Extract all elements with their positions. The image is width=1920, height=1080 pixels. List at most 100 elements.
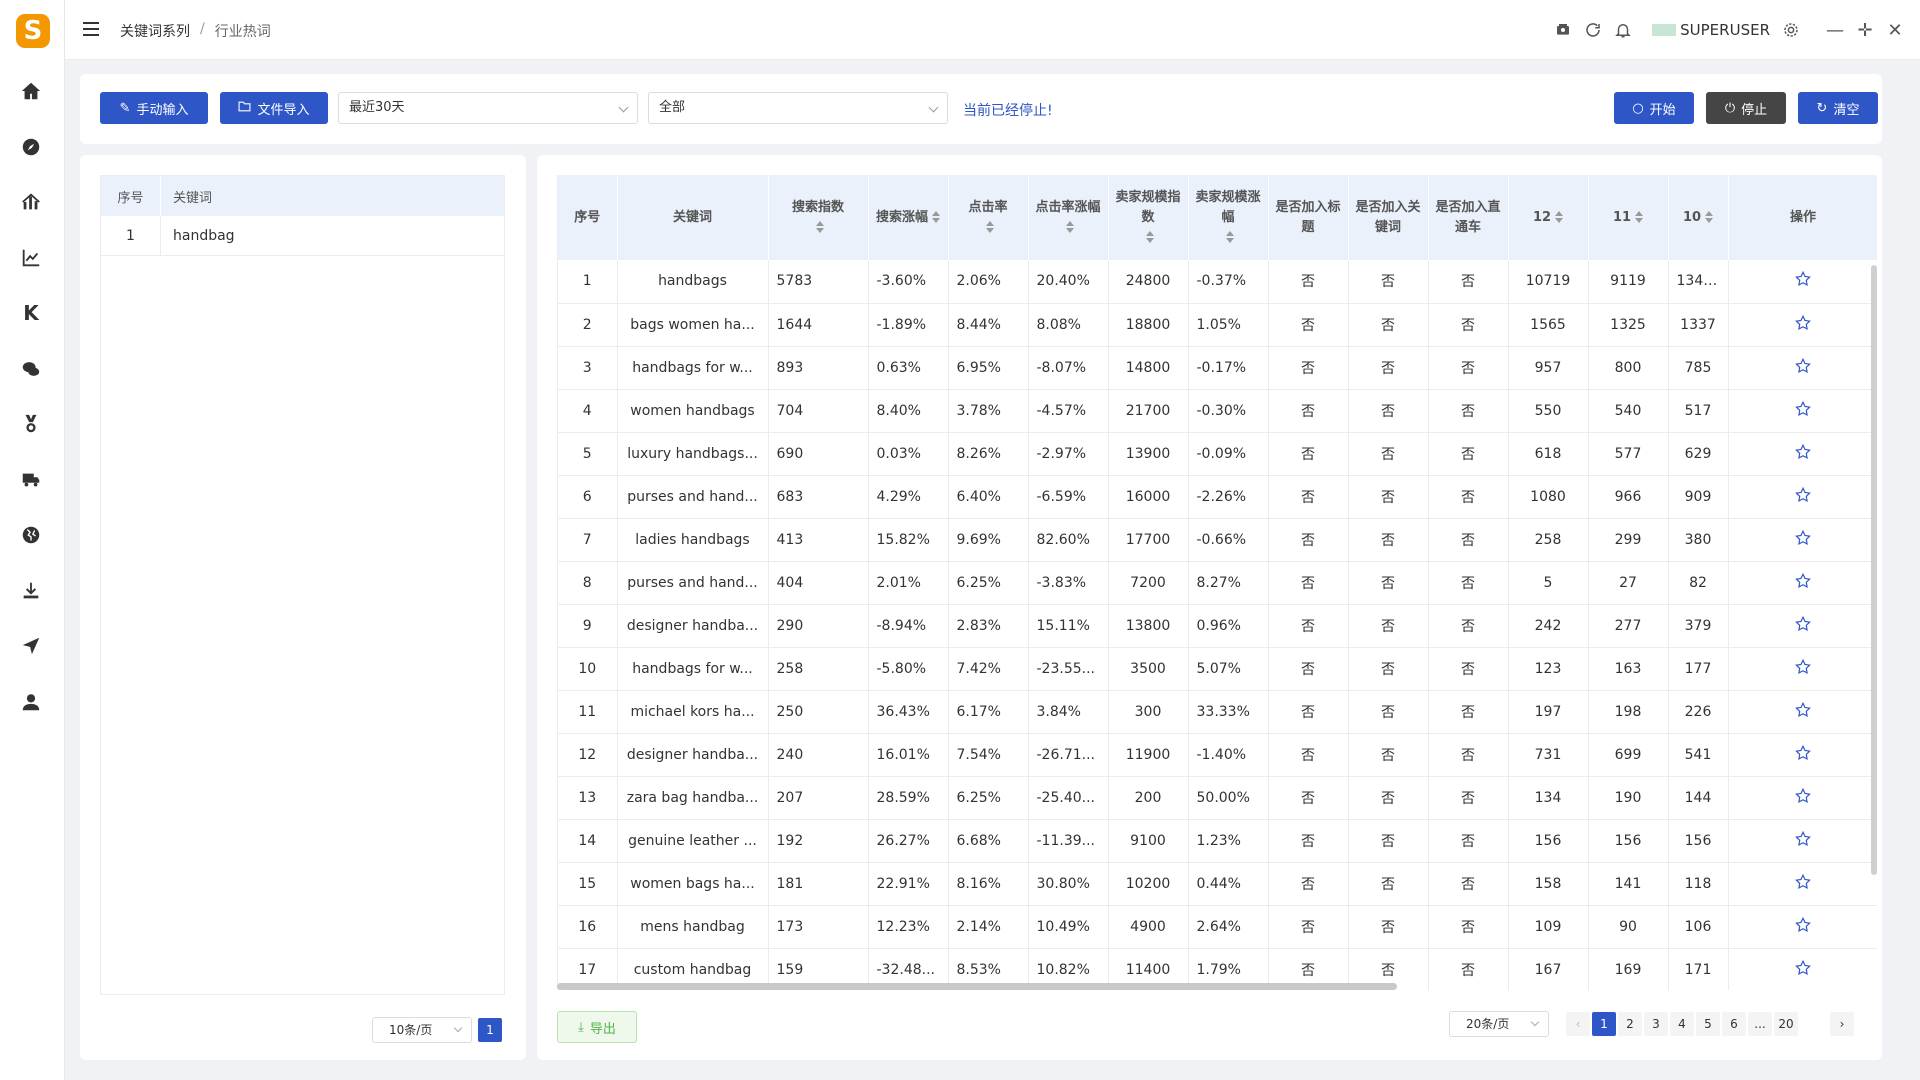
table-row[interactable]: 9 designer handba... 290 -8.94% 2.83% 15.11% 1… [558,604,1877,648]
results-page-size-select[interactable]: 20条/页 [1449,1011,1549,1037]
manual-input-button[interactable]: ✎ 手动输入 [100,92,208,124]
compass-icon[interactable] [16,132,46,162]
page-button[interactable]: 4 [1670,1012,1694,1036]
app-logo[interactable]: S [16,14,50,48]
send-icon[interactable] [16,631,46,661]
prev-page-button[interactable]: ‹ [1566,1012,1590,1036]
clear-button[interactable]: ↻ 清空 [1798,92,1878,124]
export-button[interactable]: ⤓ 导出 [557,1011,637,1043]
refresh-icon[interactable] [1578,15,1608,45]
col-ctr[interactable]: 点击率 [948,175,1029,260]
bell-icon[interactable] [1608,15,1638,45]
table-row[interactable]: 10 handbags for w... 258 -5.80% 7.42% -23.55.… [558,647,1877,691]
close-icon[interactable]: ✕ [1887,19,1903,41]
page-button[interactable]: 6 [1722,1012,1746,1036]
favorite-star-icon[interactable] [1728,432,1877,476]
sidebar: S K [0,0,65,1080]
col-search-index[interactable]: 搜索指数 [768,175,869,260]
table-row[interactable]: 3 handbags for w... 893 0.63% 6.95% -8.07% 148… [558,346,1877,390]
favorite-star-icon[interactable] [1728,475,1877,519]
favorite-star-icon[interactable] [1728,260,1877,304]
col-month-11[interactable]: 11 [1588,175,1669,260]
favorite-star-icon[interactable] [1728,733,1877,777]
table-row[interactable]: 7 ladies handbags 413 15.82% 9.69% 82.60% 1770… [558,518,1877,562]
col-ctr-growth[interactable]: 点击率涨幅 [1028,175,1109,260]
cell-in-title: 否 [1268,905,1349,949]
table-row[interactable]: 11 michael kors ha... 250 36.43% 6.17% 3.84% 3… [558,690,1877,734]
favorite-star-icon[interactable] [1728,776,1877,820]
favorite-star-icon[interactable] [1728,647,1877,691]
cell-month-10: 380 [1668,518,1729,562]
table-row[interactable]: 8 purses and hand... 404 2.01% 6.25% -3.83% 72… [558,561,1877,605]
table-row[interactable]: 15 women bags ha... 181 22.91% 8.16% 30.80% 10… [558,862,1877,906]
table-row[interactable]: 6 purses and hand... 683 4.29% 6.40% -6.59% 16… [558,475,1877,519]
table-row[interactable]: 16 mens handbag 173 12.23% 2.14% 10.49% 4900 2.… [558,905,1877,949]
page-button[interactable]: 2 [1618,1012,1642,1036]
favorite-star-icon[interactable] [1728,604,1877,648]
favorite-star-icon[interactable] [1728,905,1877,949]
cell-in-title: 否 [1268,862,1349,906]
scope-select[interactable]: 全部 [648,92,948,124]
globe-icon[interactable] [16,520,46,550]
cell-seller-growth: 33.33% [1188,690,1269,734]
table-row[interactable]: 1 handbags 5783 -3.60% 2.06% 20.40% 24800 -0.37… [558,260,1877,304]
menu-toggle-icon[interactable] [81,18,105,42]
line-chart-icon[interactable] [16,243,46,273]
table-row[interactable]: 5 luxury handbags... 690 0.03% 8.26% -2.97% 13… [558,432,1877,476]
col-seller-growth[interactable]: 卖家规模涨幅 [1188,175,1269,260]
file-import-button[interactable]: 文件导入 [220,92,328,124]
cell-in-keyword: 否 [1348,604,1429,648]
move-icon[interactable]: ✛ [1857,19,1873,41]
next-page-button[interactable]: › [1830,1012,1854,1036]
horizontal-scrollbar[interactable] [557,983,1397,990]
favorite-star-icon[interactable] [1728,561,1877,605]
seed-page-1[interactable]: 1 [478,1018,502,1042]
screenshot-icon[interactable] [1548,15,1578,45]
col-search-growth[interactable]: 搜索涨幅 [868,175,949,260]
page-button[interactable]: 3 [1644,1012,1668,1036]
seed-page-size-select[interactable]: 10条/页 [372,1017,472,1043]
favorite-star-icon[interactable] [1728,690,1877,734]
page-button[interactable]: 5 [1696,1012,1720,1036]
favorite-star-icon[interactable] [1728,389,1877,433]
page-button[interactable]: 20 [1774,1012,1798,1036]
page-ellipsis[interactable]: ... [1748,1012,1772,1036]
chat-icon[interactable] [16,354,46,384]
favorite-star-icon[interactable] [1728,862,1877,906]
cell-month-10: 171 [1668,948,1729,990]
favorite-star-icon[interactable] [1728,819,1877,863]
download-icon[interactable] [16,576,46,606]
favorite-star-icon[interactable] [1728,948,1877,990]
table-row[interactable]: 4 women handbags 704 8.40% 3.78% -4.57% 21700-… [558,389,1877,433]
medal-icon[interactable] [16,409,46,439]
page-button[interactable]: 1 [1592,1012,1616,1036]
start-button[interactable]: ○ 开始 [1614,92,1694,124]
table-row[interactable]: 1 handbag [101,216,504,256]
col-month-12[interactable]: 12 [1508,175,1589,260]
home-icon[interactable] [16,76,46,106]
avatar[interactable] [1652,24,1677,36]
favorite-star-icon[interactable] [1728,518,1877,562]
favorite-star-icon[interactable] [1728,303,1877,347]
truck-icon[interactable] [16,465,46,495]
col-seller-scale[interactable]: 卖家规模指数 [1108,175,1189,260]
date-range-select[interactable]: 最近30天 [338,92,638,124]
table-row[interactable]: 13 zara bag handba... 207 28.59% 6.25% -25.40… [558,776,1877,820]
user-icon[interactable] [16,687,46,717]
table-row[interactable]: 14 genuine leather ... 192 26.27% 6.68% -11.3… [558,819,1877,863]
col-action: 操作 [1728,175,1877,260]
username[interactable]: SUPERUSER [1680,21,1770,39]
keyword-k-icon[interactable]: K [23,301,39,325]
breadcrumb-parent[interactable]: 关键词系列 [120,24,190,40]
favorite-star-icon[interactable] [1728,346,1877,390]
vertical-scrollbar[interactable] [1871,265,1877,875]
cell-month-10: 517 [1668,389,1729,433]
dashboard-icon[interactable] [16,187,46,217]
table-row[interactable]: 12 designer handba... 240 16.01% 7.54% -26.71… [558,733,1877,777]
col-month-10[interactable]: 10 [1668,175,1729,260]
table-row[interactable]: 2 bags women ha... 1644 -1.89% 8.44% 8.08% 188… [558,303,1877,347]
settings-gear-icon[interactable] [1776,15,1806,45]
stop-button[interactable]: ⏻ 停止 [1706,92,1786,124]
cell-month-10: 13421 [1668,260,1729,304]
minimize-icon[interactable]: — [1826,19,1844,41]
